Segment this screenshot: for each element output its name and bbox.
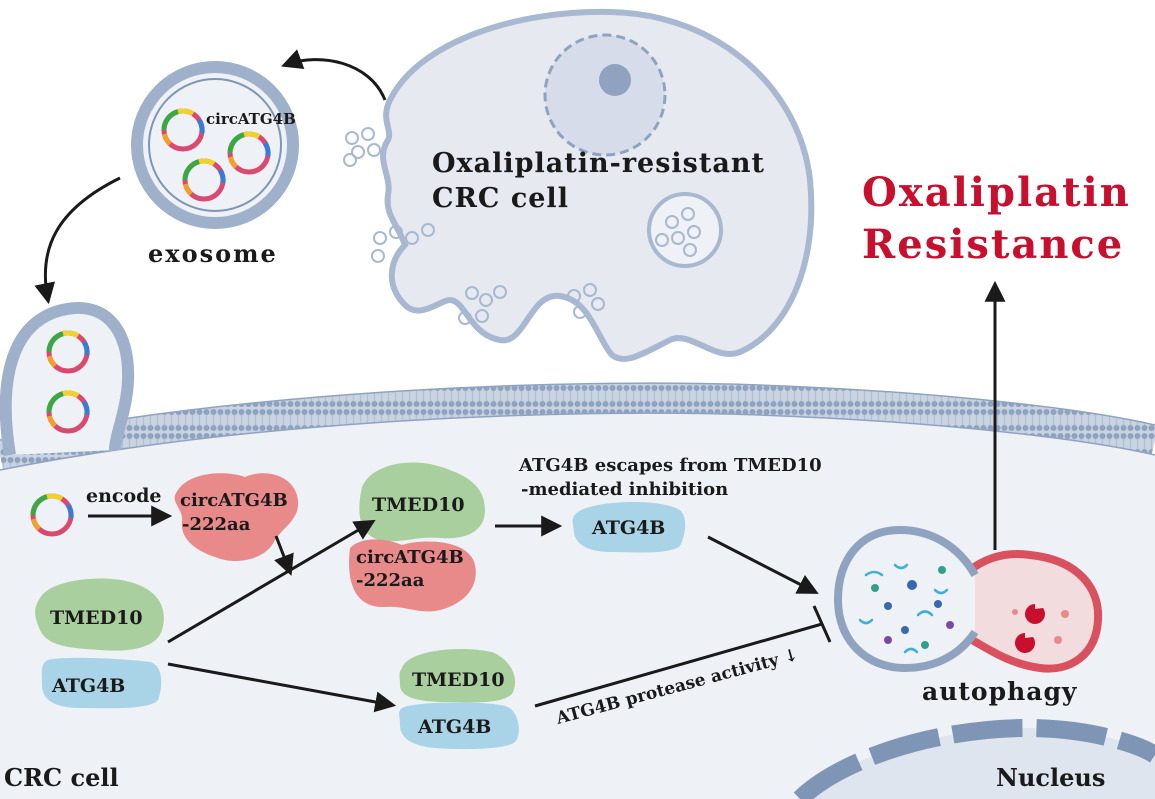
donor-cell-label-line2: CRC cell — [432, 183, 569, 214]
arrow-to-complex — [167, 519, 376, 644]
tmed10-protein-bottom — [399, 648, 516, 703]
tmed10-protein-top — [359, 462, 485, 542]
exosome-label: exosome — [148, 239, 278, 268]
donor-cell — [343, 8, 815, 362]
exosome — [131, 61, 299, 229]
escape-label-line1: ATG4B escapes from TMED10 — [518, 455, 822, 476]
circ-peptide-label-line1: circATG4B — [180, 490, 288, 511]
arrow-to-autophagy — [707, 535, 819, 594]
donor-cell-label-line1: Oxaliplatin-resistant — [432, 148, 765, 179]
arrow-release — [281, 49, 387, 101]
arrow-to-inhibited — [167, 662, 397, 713]
tmed10-protein-left — [35, 578, 164, 651]
circ-peptide-label-line2: -222aa — [182, 514, 251, 535]
inhibition-line — [534, 622, 823, 708]
autophagosome-lysosome — [833, 525, 1103, 673]
atg4b-protein-free — [572, 501, 686, 553]
tmed10-left-label: TMED10 — [50, 607, 143, 629]
nucleus-label: Nucleus — [996, 763, 1105, 792]
circatg4b-222aa-protein-bound — [349, 539, 476, 612]
endocytic-vesicle — [0, 302, 135, 456]
escape-label-line2: -mediated inhibition — [521, 479, 728, 500]
arrow-uptake — [34, 176, 121, 305]
atg4b-free-label: ATG4B — [591, 517, 665, 539]
encode-label: encode — [86, 485, 162, 507]
recipient-cell-label: CRC cell — [4, 763, 119, 792]
inhibition-bar — [812, 605, 832, 643]
atg4b-bottom-label: ATG4B — [417, 716, 491, 738]
tmed10-bottom-label: TMED10 — [412, 669, 505, 691]
atg4b-protein-bottom — [399, 702, 519, 750]
arrow-binding — [274, 535, 294, 576]
atg4b-protein-left — [41, 657, 162, 709]
circ-peptide2-label-line1: circATG4B — [356, 547, 464, 568]
atg4b-left-label: ATG4B — [51, 675, 125, 697]
circ-peptide2-label-line2: -222aa — [356, 570, 425, 591]
outcome-title-line1: Oxaliplatin — [862, 169, 1131, 216]
donor-nucleus — [543, 33, 667, 157]
circatg4b-label: circATG4B — [206, 110, 296, 128]
circatg4b-222aa-protein — [174, 473, 299, 561]
outcome-title-line2: Resistance — [862, 221, 1124, 268]
tmed10-top-label: TMED10 — [372, 494, 465, 516]
cell-membrane — [0, 383, 1155, 470]
autophagy-label: autophagy — [922, 677, 1078, 706]
nucleus — [793, 718, 1155, 799]
